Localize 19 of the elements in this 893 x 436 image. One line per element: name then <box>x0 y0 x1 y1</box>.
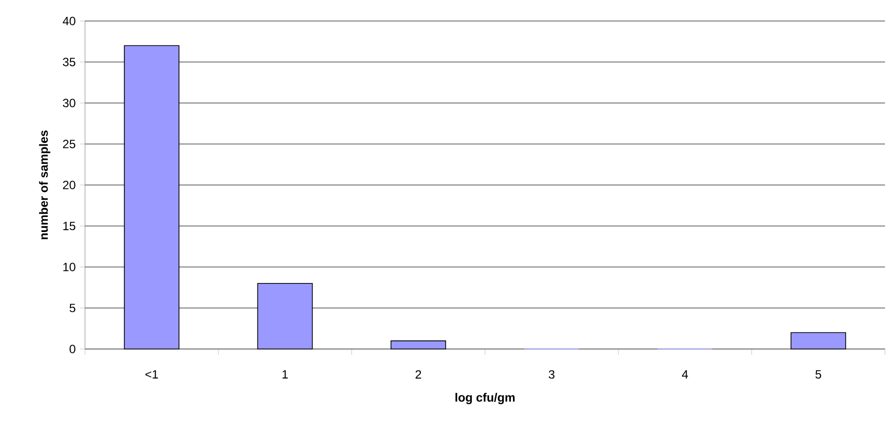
x-tick-label: 5 <box>815 370 822 379</box>
y-tick-label: 10 <box>63 262 76 272</box>
y-tick-label: 20 <box>63 180 76 190</box>
bar <box>790 332 846 350</box>
x-tick-label: 2 <box>416 370 422 379</box>
y-axis-title: number of samples <box>39 130 50 240</box>
y-tick-label: 15 <box>63 222 76 230</box>
y-tick-label: 0 <box>70 344 76 354</box>
y-tick-label: 5 <box>70 304 76 312</box>
y-tick-label: 40 <box>62 16 76 26</box>
x-axis-title: log cfu/gm <box>456 392 515 404</box>
y-tick-label: 30 <box>62 98 76 108</box>
x-tick-label: 1 <box>282 370 288 378</box>
x-tick-label: <1 <box>145 370 158 378</box>
bar <box>390 340 446 350</box>
y-tick-label: 35 <box>62 58 76 66</box>
y-tick-label: 25 <box>63 140 76 148</box>
x-tick-label: 3 <box>548 370 554 379</box>
x-tick-label: 4 <box>682 370 688 378</box>
